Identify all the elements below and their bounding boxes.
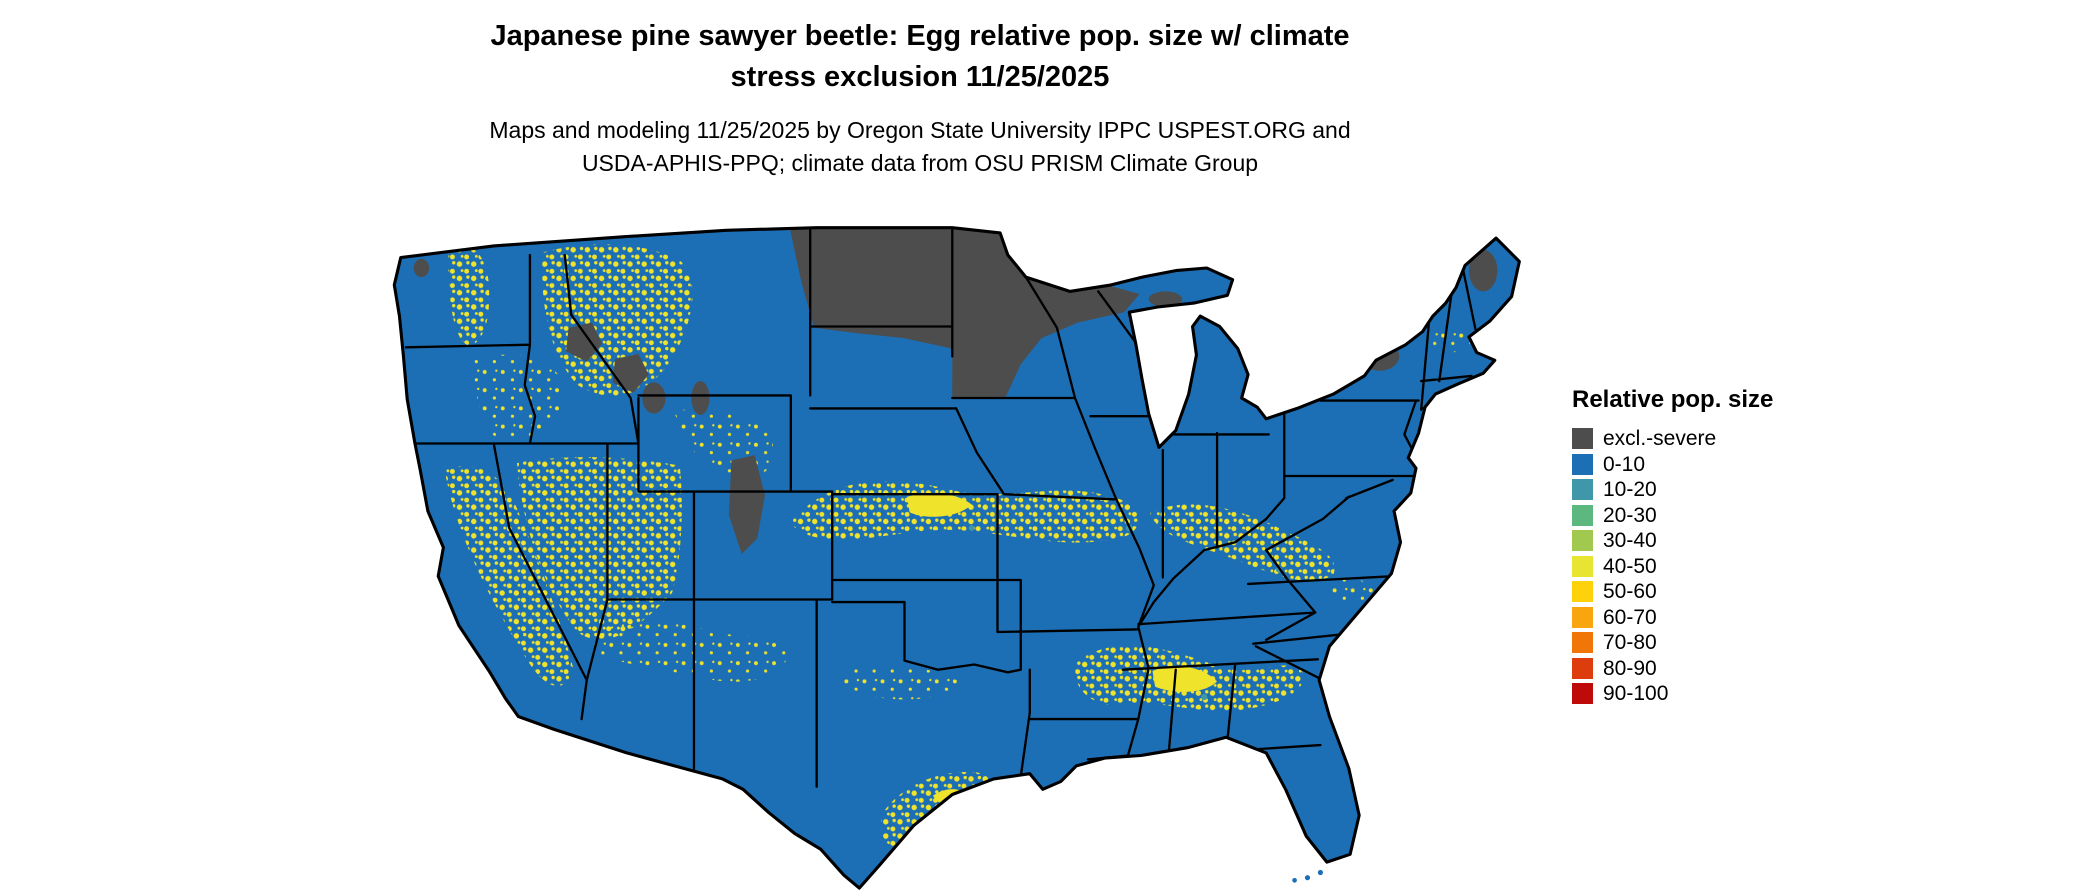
legend-item: 80-90: [1572, 656, 1773, 682]
conus-map-svg: [392, 226, 1521, 890]
legend-title: Relative pop. size: [1572, 386, 1774, 413]
legend-item: 20-30: [1572, 503, 1773, 529]
legend-label: 50-60: [1603, 580, 1657, 604]
legend-item: 70-80: [1572, 630, 1773, 656]
legend-label: 40-50: [1603, 554, 1657, 578]
legend-item: 60-70: [1572, 605, 1773, 631]
legend-item: 90-100: [1572, 681, 1773, 707]
legend-label: 30-40: [1603, 529, 1657, 553]
legend: Relative pop. size excl.-severe 0-10 10-…: [1572, 386, 1773, 707]
legend-swatch: [1572, 683, 1593, 705]
map-title-line-2: stress exclusion 11/25/2025: [730, 61, 1110, 93]
state-borders: [404, 227, 1477, 788]
legend-swatch: [1572, 581, 1593, 603]
map-subtitle-line-1: Maps and modeling 11/25/2025 by Oregon S…: [489, 117, 1351, 143]
florida-keys-dots: [1292, 869, 1323, 883]
legend-item: 30-40: [1572, 528, 1773, 554]
legend-item: 40-50: [1572, 554, 1773, 580]
legend-label: excl.-severe: [1603, 427, 1717, 451]
map-subtitle-line-2: USDA-APHIS-PPQ; climate data from OSU PR…: [581, 150, 1259, 176]
legend-item: 50-60: [1572, 579, 1773, 605]
legend-swatch: [1572, 632, 1593, 654]
header: Japanese pine sawyer beetle: Egg relativ…: [300, 16, 1540, 180]
conus-risk-map: [300, 203, 1540, 892]
legend-item: 10-20: [1572, 477, 1773, 503]
legend-label: 20-30: [1603, 503, 1657, 527]
map-title-line-1: Japanese pine sawyer beetle: Egg relativ…: [490, 20, 1350, 52]
legend-swatch: [1572, 530, 1593, 552]
legend-swatch: [1572, 606, 1593, 628]
legend-swatch: [1572, 479, 1593, 501]
legend-swatch: [1572, 504, 1593, 526]
legend-label: 0-10: [1603, 452, 1646, 476]
legend-label: 70-80: [1603, 631, 1657, 655]
legend-item: excl.-severe: [1572, 426, 1773, 452]
legend-label: 80-90: [1603, 656, 1657, 680]
legend-swatch: [1572, 453, 1593, 475]
map-subtitle: Maps and modeling 11/25/2025 by Oregon S…: [300, 114, 1540, 180]
legend-label: 10-20: [1603, 478, 1657, 502]
legend-swatch: [1572, 428, 1593, 450]
legend-swatch: [1572, 657, 1593, 679]
legend-label: 90-100: [1603, 682, 1669, 706]
legend-item: 0-10: [1572, 452, 1773, 478]
legend-swatch: [1572, 555, 1593, 577]
legend-label: 60-70: [1603, 605, 1657, 629]
